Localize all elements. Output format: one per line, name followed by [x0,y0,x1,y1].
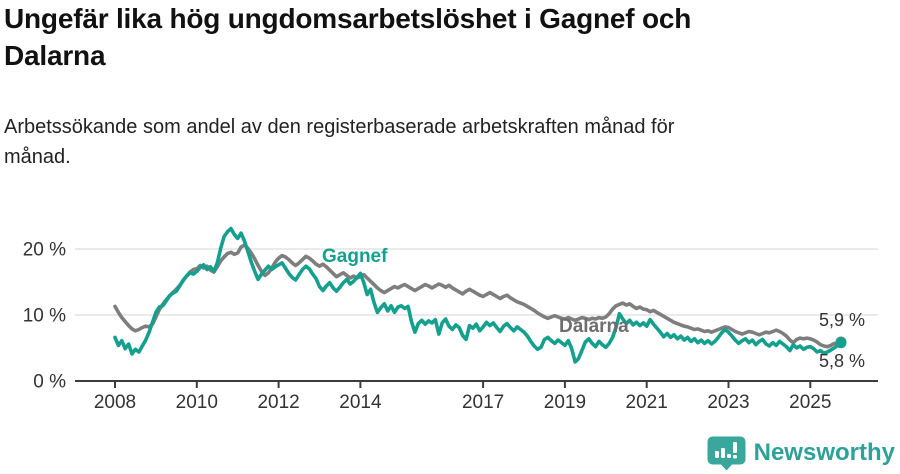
x-tick-label-2023: 2023 [707,392,749,413]
page-title: Ungefär lika hög ungdomsarbetslöshet i G… [4,3,692,71]
newsworthy-logo-icon [707,436,746,470]
x-tick-label-2012: 2012 [257,392,299,413]
x-tick-label-2017: 2017 [462,392,504,413]
end-value-label-dalarna: 5,9 % [819,310,866,330]
x-tick-label-2025: 2025 [789,392,831,413]
x-tick-label-2008: 2008 [94,392,136,413]
y-tick-label-20: 20 % [23,240,66,261]
y-tick-label-10: 10 % [23,306,66,327]
page-subtitle: Arbetssökande som andel av den registerb… [4,116,675,168]
y-tick-label-0: 0 % [33,372,66,393]
series-line-gagnef [113,226,843,364]
end-value-label-gagnef: 5,8 % [819,351,866,371]
x-tick-label-2021: 2021 [626,392,668,413]
x-tick-label-2014: 2014 [339,392,382,413]
x-tick-label-2010: 2010 [176,392,218,413]
series-line-dalarna [113,243,843,349]
x-tick-label-2019: 2019 [544,392,586,413]
brand-name: Newsworthy [753,439,895,466]
series-end-dot-gagnef [835,337,847,349]
series-label-gagnef: Gagnef [322,246,388,267]
series-label-dalarna: Dalarna [559,316,629,337]
brand-footer[interactable]: Newsworthy [707,436,895,470]
